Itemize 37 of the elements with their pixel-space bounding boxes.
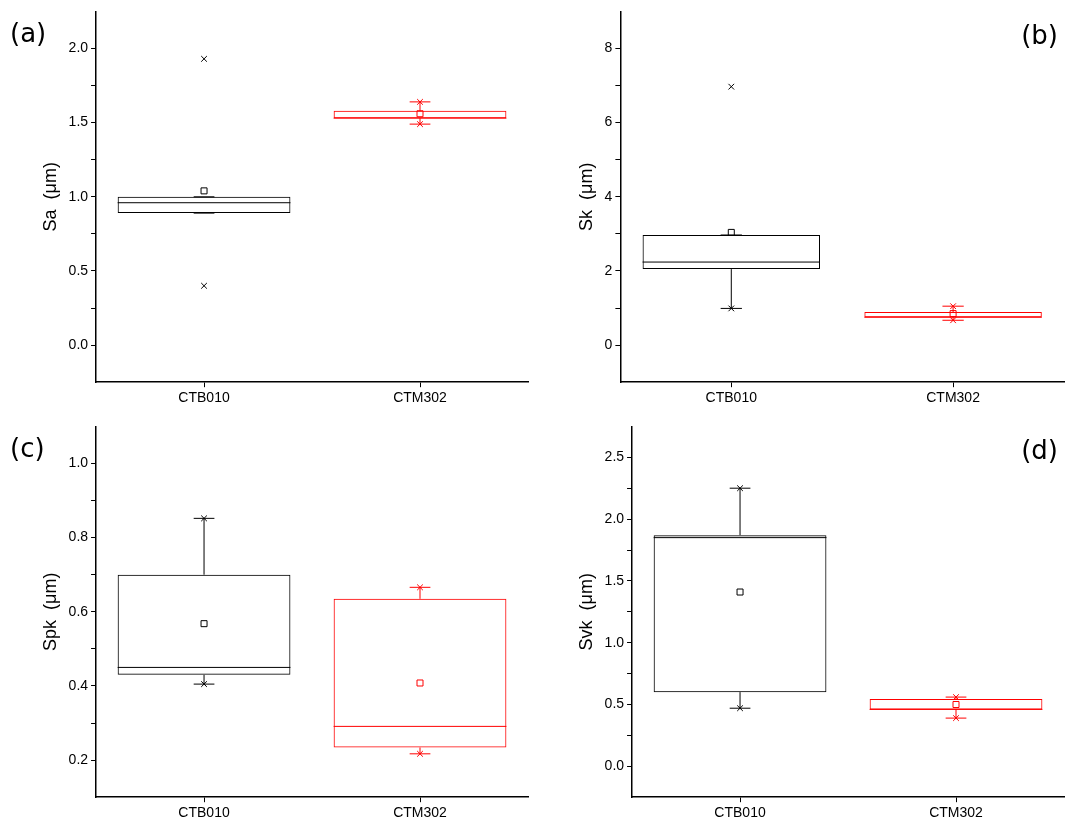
y-tick-label: 2.0 [68,39,89,56]
y-tick-label: 0.4 [68,676,89,693]
y-tick-label: 1.0 [68,454,89,471]
x-tick-label: CTB010 [714,804,766,821]
y-tick-label: 0.6 [68,602,89,619]
x-tick-label: CTB010 [178,389,230,406]
y-tick-label: 0.8 [68,528,89,545]
y-tick-label: 1.5 [68,113,89,130]
y-tick-label: 0.5 [604,695,625,712]
y-axis-title: Sa (μm) [39,162,60,232]
y-tick-label: 2 [604,261,613,278]
y-tick-label: 0.2 [68,750,89,767]
annotation: (d) [1021,435,1058,465]
text: (c) [10,433,45,463]
y-axis-title: Spk (μm) [39,572,60,651]
y-tick-label: 0 [604,335,613,352]
y-axis-title: Sk (μm) [575,162,596,231]
annotation: (b) [1021,20,1058,50]
y-tick-label: 2.5 [604,448,625,465]
text: (a) [10,18,47,48]
y-tick-label: 1.5 [604,571,625,588]
y-axis-title: Svk (μm) [575,573,596,651]
y-tick-label: 0.0 [604,757,625,774]
x-tick-label: CTM302 [926,389,981,406]
y-tick-label: 0.0 [68,335,89,352]
y-tick-label: 1.0 [604,633,625,650]
x-tick-label: CTB010 [178,804,230,821]
x-tick-label: CTM302 [929,804,984,821]
y-tick-label: 2.0 [604,509,625,526]
x-tick-label: CTB010 [705,389,758,406]
y-tick-label: 1.0 [68,187,89,204]
y-tick-label: 4 [604,187,613,204]
y-tick-label: 6 [604,113,613,130]
y-tick-label: 8 [604,39,613,56]
x-tick-label: CTM302 [393,804,448,821]
y-tick-label: 0.5 [68,261,89,278]
x-tick-label: CTM302 [393,389,448,406]
